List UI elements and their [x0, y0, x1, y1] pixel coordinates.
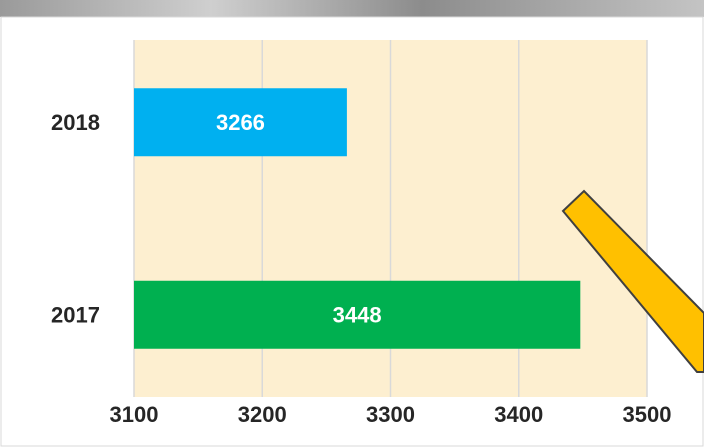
x-tick-label: 3100	[110, 402, 159, 427]
data-label: 3266	[216, 110, 265, 135]
data-label: 3448	[333, 303, 382, 328]
y-tick-label: 2018	[51, 110, 100, 135]
x-tick-label: 3200	[238, 402, 287, 427]
x-tick-label: 3300	[366, 402, 415, 427]
y-tick-label: 2017	[51, 303, 100, 328]
chart: 3100 3200 3300 3400 3500 2018 3266 2017 3448	[0, 0, 704, 447]
top-strip	[0, 0, 704, 17]
x-tick-label: 3400	[494, 402, 543, 427]
x-tick-label: 3500	[623, 402, 672, 427]
